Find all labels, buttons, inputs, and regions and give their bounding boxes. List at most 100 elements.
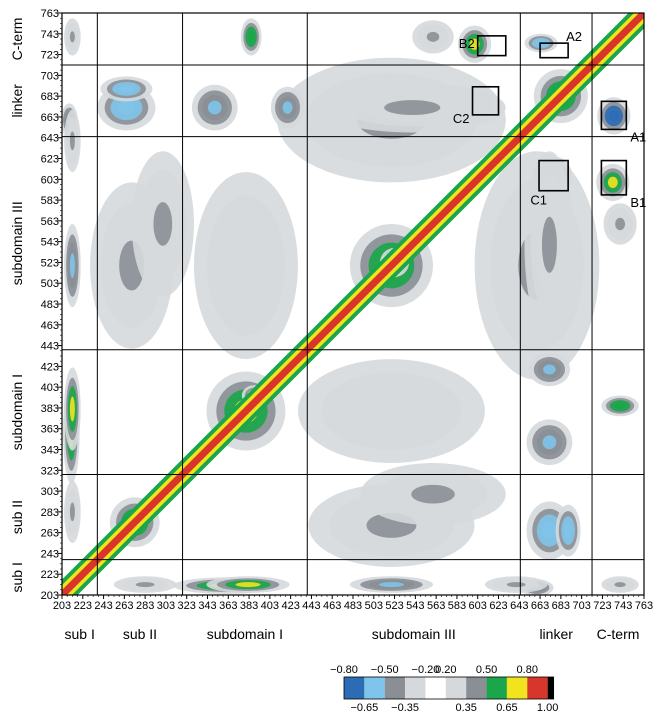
region-41-level — [69, 253, 75, 279]
colorbar-swatch — [527, 677, 548, 699]
colorbar-top-label: 0.80 — [517, 664, 538, 676]
region-44-level — [614, 582, 626, 588]
region-47 — [131, 151, 194, 297]
region-34-level — [426, 31, 440, 42]
y-tick-label: 483 — [41, 299, 59, 311]
box-a2 — [539, 42, 569, 59]
region-18 — [193, 172, 298, 360]
colorbar-top-label: −0.80 — [330, 664, 358, 676]
y-tick-label: 283 — [41, 507, 59, 519]
colorbar-bottom-label: 0.35 — [455, 702, 476, 714]
x-domain-labels: sub I sub II subdomain I subdomain III linke… — [64, 626, 639, 642]
region-43 — [64, 109, 81, 173]
y-tick-label: 503 — [41, 278, 59, 290]
region-35-level — [615, 217, 626, 231]
y-tick-label: 443 — [41, 341, 59, 353]
y-tick-label: 743 — [41, 29, 59, 41]
x-domain-label: C-term — [597, 626, 640, 642]
x-tick-label: 543 — [406, 600, 424, 612]
region-8 — [596, 163, 630, 202]
region-20-level — [117, 100, 136, 115]
y-tick-label: 303 — [41, 486, 59, 498]
region-12 — [597, 97, 631, 135]
region-27 — [524, 151, 575, 339]
region-23-level — [542, 435, 557, 450]
y-tick-label: 583 — [41, 195, 59, 207]
y-tick-label: 663 — [41, 112, 59, 124]
colorbar-swatch — [384, 677, 406, 699]
x-tick-label: 663 — [531, 600, 549, 612]
y-domain-label: linker — [9, 84, 25, 118]
region-32 — [240, 18, 262, 56]
y-tick-label: 243 — [41, 548, 59, 560]
x-tick-label: 203 — [53, 600, 71, 612]
y-tick-label: 683 — [41, 91, 59, 103]
domain-boundaries — [62, 13, 644, 595]
x-domain-label: subdomain I — [207, 626, 283, 642]
x-tick-label: 323 — [178, 600, 196, 612]
region-38-level — [235, 582, 261, 588]
x-domain-label: sub II — [123, 626, 157, 642]
colorbar-top-label: −0.50 — [371, 664, 399, 676]
y-tick-label: 263 — [41, 528, 59, 540]
region-34 — [412, 20, 454, 54]
region-23 — [526, 419, 573, 466]
y-tick-label: 423 — [41, 361, 59, 373]
region-46 — [360, 463, 506, 526]
y-tick-label: 643 — [41, 133, 59, 145]
x-tick-label: 423 — [281, 600, 299, 612]
colorbar-bottom-label: 1.00 — [537, 702, 558, 714]
y-tick-label: 203 — [41, 590, 59, 602]
y-tick-label: 463 — [41, 320, 59, 332]
box-label-c2: C2 — [453, 111, 470, 126]
x-tick-label: 483 — [344, 600, 362, 612]
region-24 — [270, 86, 305, 129]
box-label-a1: A1 — [630, 129, 646, 144]
colorbar-swatch — [445, 677, 467, 699]
x-tick-label: 343 — [198, 600, 216, 612]
x-tick-label: 763 — [635, 600, 653, 612]
colorbar: −0.80 −0.50 −0.200.20 0.50 0.80 −0.65 −0.35 0.3… — [330, 664, 558, 714]
region-21-level — [542, 521, 557, 540]
region-33 — [601, 395, 639, 417]
region-22-level — [207, 100, 222, 115]
x-tick-label: 443 — [302, 600, 320, 612]
x-axis-ticks: 203 223 243 263 283 303 323 343 363 383 403 423 443 4… — [53, 595, 653, 612]
x-tick-label: 283 — [136, 600, 154, 612]
box-c2 — [471, 85, 500, 116]
region-32-level — [248, 31, 255, 43]
y-tick-label: 703 — [41, 70, 59, 82]
region-39-level — [69, 396, 75, 422]
colorbar-bottom-label: 0.65 — [496, 702, 517, 714]
region-12-level — [608, 110, 619, 122]
x-tick-label: 223 — [74, 600, 92, 612]
region-24-level — [282, 101, 293, 114]
y-domain-label: sub II — [9, 500, 25, 534]
region-36 — [113, 576, 177, 593]
x-tick-label: 243 — [94, 600, 112, 612]
colorbar-top-label: −0.20 — [412, 664, 440, 676]
region-46-level — [411, 484, 455, 504]
highlight-boxes: A1 A2 B1 B2 C1 C2 — [453, 29, 646, 210]
region-44 — [601, 576, 639, 593]
x-tick-label: 563 — [427, 600, 445, 612]
x-tick-label: 683 — [552, 600, 570, 612]
region-38 — [206, 576, 290, 593]
y-tick-label: 343 — [41, 445, 59, 457]
y-tick-label: 383 — [41, 403, 59, 415]
region-47-level — [153, 202, 173, 246]
x-tick-label: 463 — [323, 600, 341, 612]
region-26-level — [384, 100, 441, 116]
x-domain-label: linker — [539, 626, 573, 642]
y-domain-labels: sub I sub II subdomain I subdomain III linke… — [9, 18, 25, 593]
y-tick-label: 763 — [41, 8, 59, 20]
box-c1 — [538, 159, 569, 192]
x-tick-label: 403 — [261, 600, 279, 612]
region-42 — [484, 576, 548, 593]
colorbar-top-label: 0.50 — [476, 664, 497, 676]
region-39 — [64, 367, 81, 451]
region-19-level — [363, 395, 420, 427]
colorbar-swatch — [425, 677, 446, 699]
x-tick-label: 743 — [614, 600, 632, 612]
